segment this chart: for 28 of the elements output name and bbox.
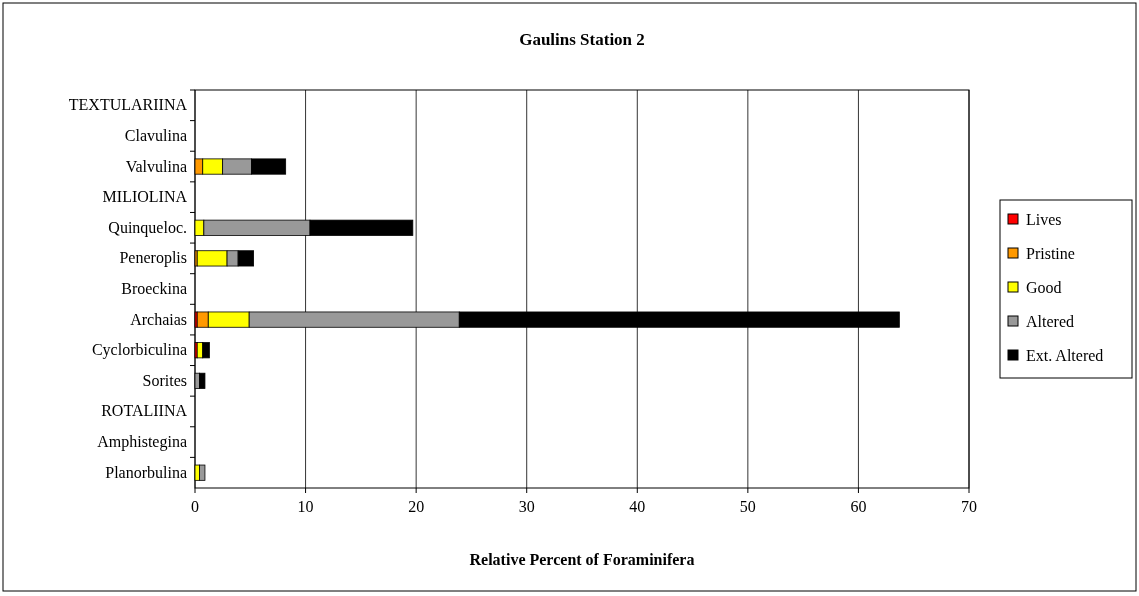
x-tick-label: 30: [518, 498, 535, 515]
x-tick-label: 70: [961, 498, 977, 515]
y-tick-label: Planorbulina: [105, 463, 187, 481]
x-tick-label: 20: [408, 498, 425, 515]
y-tick-label: MILIOLINA: [102, 188, 188, 206]
x-tick-label: 60: [850, 498, 867, 515]
y-tick-label: ROTALIINA: [101, 402, 188, 420]
legend-label: Altered: [1026, 313, 1074, 330]
legend-label: Ext. Altered: [1026, 347, 1104, 364]
legend-label: Pristine: [1026, 245, 1075, 262]
y-tick-label: Archaias: [130, 310, 187, 328]
x-tick-label: 50: [739, 498, 756, 515]
y-tick-label: Amphistegina: [97, 433, 187, 452]
x-tick-label: 40: [629, 498, 646, 515]
x-tick-label: 0: [191, 498, 199, 515]
y-tick-label: Clavulina: [124, 126, 187, 144]
y-tick-label: Valvulina: [125, 157, 187, 175]
y-tick-label: Broeckina: [121, 280, 187, 297]
y-tick-label: Peneroplis: [119, 249, 187, 268]
x-axis-title: Relative Percent of Foraminifera: [469, 551, 695, 568]
y-tick-label: Sorites: [142, 371, 187, 389]
x-tick-label: 10: [297, 498, 314, 515]
chart-title: Gaulins Station 2: [519, 30, 645, 49]
y-tick-label: TEXTULARIINA: [68, 96, 188, 114]
legend-label: Lives: [1026, 211, 1062, 228]
legend-label: Good: [1026, 279, 1062, 296]
y-tick-label: Cyclorbiculina: [91, 341, 187, 360]
y-tick-label: Quinqueloc.: [108, 218, 187, 237]
